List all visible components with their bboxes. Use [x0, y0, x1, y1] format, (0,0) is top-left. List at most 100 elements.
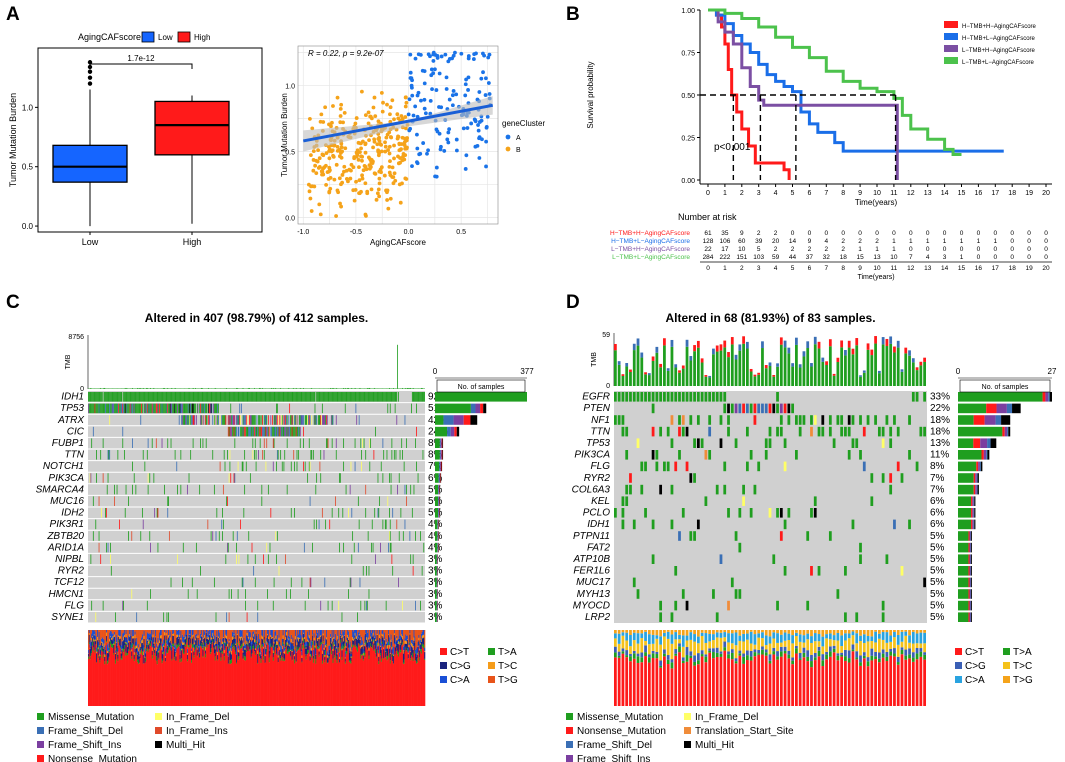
point-cluster-a: [428, 98, 433, 103]
mutation-cell: [308, 438, 310, 448]
titv-bar-segment: [238, 650, 240, 653]
tmb-bar: [294, 388, 295, 389]
titv-bar-segment: [320, 637, 322, 643]
titv-bar-segment: [123, 645, 126, 649]
titv-bar-segment: [116, 656, 118, 706]
titv-bar-segment: [200, 643, 202, 647]
titv-bar-segment: [123, 630, 126, 636]
mutation-cell: [344, 392, 346, 402]
titv-bar-segment: [299, 647, 301, 648]
titv-bar-segment: [294, 639, 297, 647]
tmb-bar: [198, 388, 200, 389]
titv-bar-segment: [101, 642, 103, 648]
point-cluster-b: [342, 169, 346, 174]
risk-value: 0: [875, 230, 879, 237]
titv-bar-segment: [332, 648, 334, 651]
legend-swatch: [141, 31, 155, 43]
mutation-cell: [270, 392, 272, 402]
tmb-bar: [168, 388, 169, 389]
titv-bar-segment: [116, 630, 118, 638]
titv-bar-segment: [270, 637, 272, 644]
titv-bar-segment: [258, 644, 261, 653]
titv-bar-segment: [171, 649, 173, 659]
mutation-cell: [197, 403, 199, 414]
titv-bar-segment: [105, 642, 108, 706]
titv-bar-segment: [214, 630, 216, 644]
mutation-cell: [324, 392, 326, 402]
titv-bar-segment: [317, 649, 319, 706]
mutation-cell: [133, 392, 135, 402]
mutation-cell: [386, 392, 388, 402]
titv-bar-segment: [424, 659, 426, 706]
titv-bar-segment: [222, 630, 224, 639]
titv-bar-segment: [224, 638, 226, 641]
mutation-cell: [262, 392, 264, 402]
mutation-cell: [310, 450, 312, 460]
mutation-cell: [222, 519, 224, 530]
titv-bar-segment: [107, 643, 109, 652]
gene-count-bar: [435, 484, 439, 495]
mutation-cell: [109, 415, 111, 425]
risk-value: 222: [719, 254, 730, 261]
mutation-cell: [392, 508, 394, 518]
titv-bar-segment: [367, 639, 369, 647]
scatter-panel: R = 0.22, p = 9.2e-07-1.0 -0.5 0.0 0.50.00.…: [280, 45, 545, 247]
risk-value: 2: [841, 238, 845, 245]
tmb-bar: [414, 388, 416, 389]
titv-bar-segment: [330, 637, 333, 642]
titv-bar-segment: [328, 653, 330, 655]
titv-bar-segment: [396, 647, 398, 706]
titv-bar-segment: [383, 657, 385, 659]
titv-bar-segment: [92, 630, 95, 639]
mutation-cell: [158, 403, 160, 414]
titv-bar-segment: [353, 637, 355, 640]
mutation-cell: [215, 531, 217, 541]
titv-bar-segment: [93, 630, 95, 635]
titv-bar-segment: [384, 651, 387, 658]
gene-count-bar-segment: [439, 473, 441, 483]
y-tick-label: 1.00: [681, 8, 695, 15]
tmb-bar: [401, 388, 403, 389]
mutation-cell: [334, 392, 336, 402]
mutation-cell: [352, 531, 354, 541]
titv-bar-segment: [229, 630, 231, 648]
titv-bar-segment: [143, 630, 145, 631]
mutation-cell: [157, 392, 159, 402]
mutation-cell: [327, 438, 329, 448]
tmb-bar: [380, 388, 382, 389]
tmb-bar: [353, 388, 355, 389]
titv-bar-segment: [301, 630, 303, 650]
mutation-cell: [269, 392, 271, 402]
tmb-bar: [173, 388, 175, 389]
mutation-cell: [335, 392, 336, 402]
mutation-cell: [123, 403, 124, 414]
titv-bar-segment: [378, 661, 380, 665]
tmb-bar: [183, 388, 185, 389]
mutation-cell: [318, 519, 320, 530]
mutation-cell: [349, 577, 351, 588]
titv-bar-segment: [373, 630, 375, 638]
titv-bar-segment: [233, 645, 235, 706]
titv-bar-segment: [420, 639, 422, 644]
titv-bar-segment: [357, 647, 359, 652]
titv-bar-segment: [128, 630, 131, 635]
titv-bar-segment: [186, 634, 188, 640]
titv-bar-segment: [335, 640, 337, 648]
tmb-bar: [327, 388, 329, 389]
mutation-cell: [291, 392, 293, 402]
titv-bar-segment: [311, 630, 313, 642]
titv-bar-segment: [316, 635, 318, 644]
titv-bar-segment: [290, 656, 292, 706]
titv-bar-segment: [96, 636, 99, 641]
titv-bar-segment: [402, 639, 404, 643]
point-cluster-a: [437, 71, 442, 76]
titv-bar-segment: [102, 638, 104, 647]
mutation-cell: [216, 403, 218, 414]
mutation-cell: [390, 392, 392, 402]
titv-bar-segment: [308, 638, 310, 643]
gene-count-bar-segment: [463, 415, 471, 425]
mutation-cell: [387, 496, 389, 506]
titv-bar-segment: [310, 646, 312, 651]
mutation-cell: [293, 392, 295, 402]
mutation-cell: [318, 415, 320, 425]
